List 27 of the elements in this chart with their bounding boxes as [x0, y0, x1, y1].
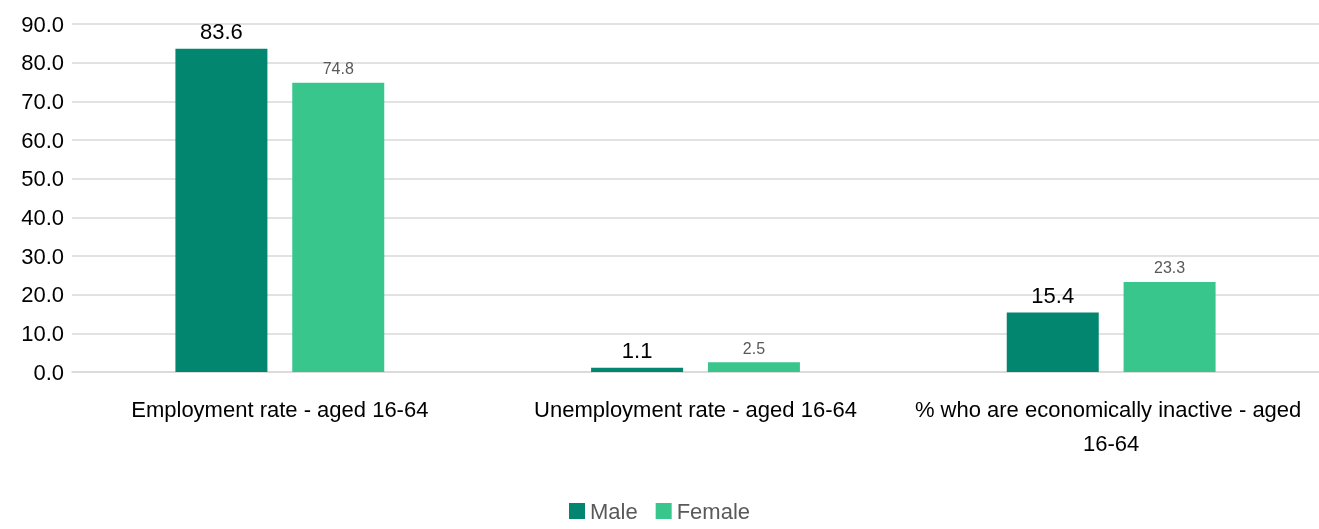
y-tick-label: 30.0 — [21, 243, 64, 269]
x-tick-label: Unemployment rate - aged 16-64 — [534, 396, 857, 422]
y-tick-label: 10.0 — [21, 320, 64, 346]
y-tick-label: 90.0 — [21, 11, 64, 37]
data-label: 15.4 — [1031, 282, 1075, 308]
legend-label: Female — [676, 498, 751, 524]
y-tick-label: 40.0 — [21, 204, 64, 230]
bar — [1006, 312, 1099, 372]
legend-label: Male — [589, 498, 638, 524]
data-label: 1.1 — [621, 338, 653, 364]
y-tick-label: 20.0 — [21, 282, 64, 308]
bar — [292, 82, 385, 372]
x-tick-label: Employment rate - aged 16-64 — [131, 396, 429, 422]
bar — [175, 48, 268, 372]
bar — [707, 362, 800, 372]
bar — [591, 367, 684, 372]
y-tick-label: 60.0 — [21, 127, 64, 153]
y-tick-label: 50.0 — [21, 166, 64, 192]
data-label: 83.6 — [200, 19, 243, 45]
x-tick-label: % who are economically inactive - aged 16-64 — [914, 396, 1308, 456]
data-label: 74.8 — [322, 60, 354, 78]
data-label: 23.3 — [1154, 259, 1186, 277]
bar — [1123, 281, 1216, 372]
y-tick-label: 70.0 — [21, 88, 64, 114]
y-tick-label: 0.0 — [33, 359, 64, 385]
y-tick-label: 80.0 — [21, 50, 64, 76]
data-label: 2.5 — [742, 339, 766, 357]
